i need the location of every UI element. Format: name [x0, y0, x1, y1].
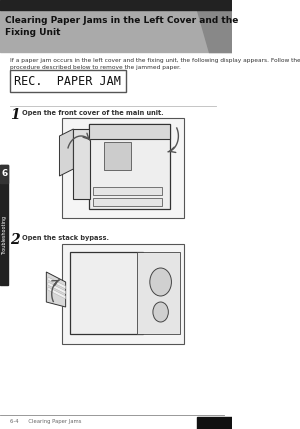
- Text: 2: 2: [10, 233, 20, 247]
- Text: If a paper jam occurs in the left cover and the fixing unit, the following displ: If a paper jam occurs in the left cover …: [10, 58, 300, 69]
- Circle shape: [153, 302, 168, 322]
- Polygon shape: [48, 282, 66, 294]
- Bar: [0, 165, 8, 285]
- Bar: [74, 129, 90, 199]
- Text: 6: 6: [1, 169, 8, 178]
- Polygon shape: [48, 287, 66, 299]
- Bar: [137, 252, 180, 334]
- Polygon shape: [59, 129, 74, 176]
- Bar: [62, 244, 184, 344]
- Text: 6-4      Clearing Paper Jams: 6-4 Clearing Paper Jams: [10, 419, 82, 424]
- Polygon shape: [48, 277, 66, 289]
- Bar: [62, 118, 184, 218]
- Bar: [93, 187, 162, 195]
- Bar: [0, 165, 8, 183]
- Text: Troubleshooting: Troubleshooting: [2, 215, 7, 254]
- Polygon shape: [197, 10, 232, 52]
- Text: 1: 1: [10, 108, 20, 122]
- Text: REC.  PAPER JAM: REC. PAPER JAM: [14, 75, 121, 88]
- Circle shape: [150, 268, 171, 296]
- Text: Clearing Paper Jams in the Left Cover and the
Fixing Unit: Clearing Paper Jams in the Left Cover an…: [4, 16, 238, 37]
- Text: Open the stack bypass.: Open the stack bypass.: [22, 235, 109, 241]
- Bar: [10, 70, 126, 92]
- Bar: [70, 252, 143, 334]
- Bar: [0, 0, 232, 10]
- Bar: [0, 10, 232, 52]
- Bar: [89, 124, 170, 139]
- Bar: [89, 124, 170, 209]
- Polygon shape: [46, 272, 66, 307]
- Text: Open the front cover of the main unit.: Open the front cover of the main unit.: [22, 110, 163, 116]
- Bar: [104, 142, 131, 170]
- Bar: [93, 198, 162, 206]
- Bar: [197, 417, 232, 429]
